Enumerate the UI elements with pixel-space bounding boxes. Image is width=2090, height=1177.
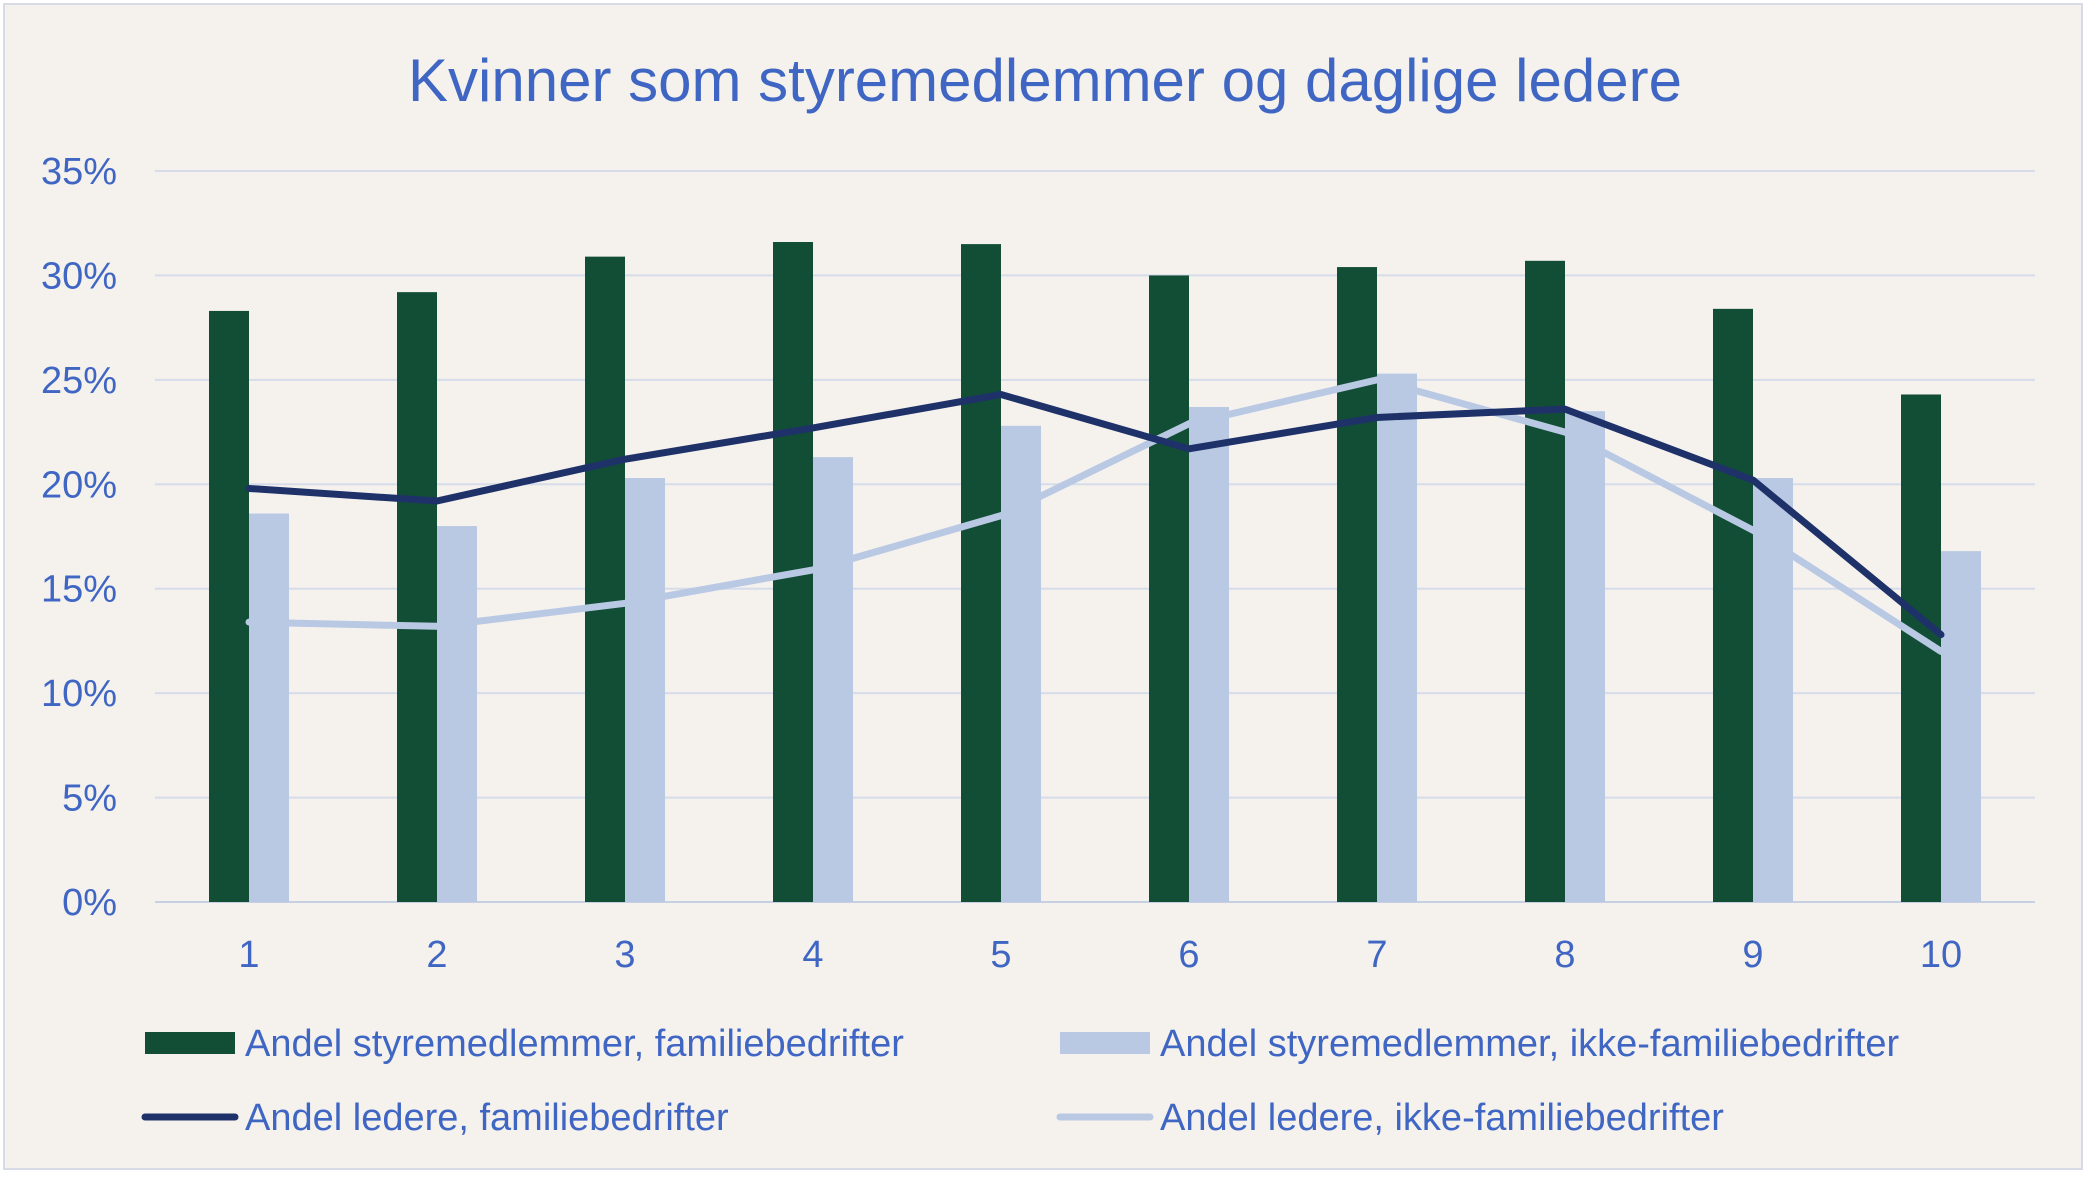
legend-item: Andel ledere, familiebedrifter bbox=[141, 1097, 729, 1139]
bar-styre-familie bbox=[1149, 275, 1189, 902]
legend-item: Andel ledere, ikke-familiebedrifter bbox=[1056, 1097, 1724, 1139]
x-tick-label: 1 bbox=[238, 934, 259, 976]
legend-label: Andel styremedlemmer, ikke-familiebedrif… bbox=[1160, 1023, 1899, 1065]
x-tick-label: 9 bbox=[1742, 934, 1763, 976]
x-tick-label: 10 bbox=[1920, 934, 1962, 976]
bar-styre-familie bbox=[1713, 308, 1753, 902]
legend-item: Andel styremedlemmer, ikke-familiebedrif… bbox=[1060, 1023, 1899, 1065]
legend-label: Andel styremedlemmer, familiebedrifter bbox=[245, 1023, 904, 1065]
bar-styre-familie bbox=[397, 292, 437, 902]
bar-styre-ikke-familie bbox=[1941, 551, 1981, 902]
legend-swatch bbox=[145, 1032, 235, 1054]
bar-styre-ikke-familie bbox=[813, 457, 853, 902]
x-tick-label: 8 bbox=[1554, 934, 1575, 976]
y-axis-ticks: 0% 5% 10% 15% 20% 25% 30% 35% bbox=[41, 151, 117, 924]
y-tick-label: 5% bbox=[62, 778, 117, 820]
bar-styre-ikke-familie bbox=[437, 526, 477, 902]
y-tick-label: 0% bbox=[62, 882, 117, 924]
x-tick-label: 4 bbox=[802, 934, 823, 976]
y-tick-label: 30% bbox=[41, 255, 117, 297]
x-tick-label: 6 bbox=[1178, 934, 1199, 976]
x-tick-label: 5 bbox=[990, 934, 1011, 976]
legend-swatch bbox=[1060, 1032, 1150, 1054]
legend-label: Andel ledere, ikke-familiebedrifter bbox=[1160, 1097, 1724, 1139]
lines bbox=[245, 376, 1945, 655]
bar-styre-ikke-familie bbox=[1377, 373, 1417, 902]
chart-container: Kvinner som styremedlemmer og daglige le… bbox=[3, 3, 2083, 1170]
bar-styre-ikke-familie bbox=[249, 513, 289, 902]
bar-styre-familie bbox=[961, 244, 1001, 903]
x-tick-label: 7 bbox=[1366, 934, 1387, 976]
x-tick-label: 3 bbox=[614, 934, 635, 976]
legend-label: Andel ledere, familiebedrifter bbox=[245, 1097, 729, 1139]
line-ledere-familie bbox=[245, 390, 1945, 639]
bar-styre-familie bbox=[585, 256, 625, 902]
bar-styre-familie bbox=[1525, 260, 1565, 902]
y-tick-label: 15% bbox=[41, 569, 117, 611]
bars bbox=[209, 242, 1981, 903]
chart-title: Kvinner som styremedlemmer og daglige le… bbox=[408, 47, 1682, 114]
x-axis-ticks: 1 2 3 4 5 6 7 8 9 10 bbox=[238, 934, 1962, 976]
y-tick-label: 35% bbox=[41, 151, 117, 193]
bar-styre-familie bbox=[1337, 267, 1377, 902]
chart-svg: Kvinner som styremedlemmer og daglige le… bbox=[41, 47, 2035, 1139]
legend-item: Andel styremedlemmer, familiebedrifter bbox=[145, 1023, 904, 1065]
line-ledere-ikke-familie bbox=[245, 376, 1945, 655]
bar-styre-ikke-familie bbox=[1565, 411, 1605, 902]
bar-styre-ikke-familie bbox=[625, 478, 665, 902]
y-tick-label: 25% bbox=[41, 360, 117, 402]
x-tick-label: 2 bbox=[426, 934, 447, 976]
y-tick-label: 10% bbox=[41, 673, 117, 715]
bar-styre-ikke-familie bbox=[1189, 407, 1229, 902]
bar-styre-familie bbox=[209, 310, 249, 902]
legend: Andel styremedlemmer, familiebedrifter An… bbox=[141, 1023, 1899, 1139]
y-tick-label: 20% bbox=[41, 464, 117, 506]
